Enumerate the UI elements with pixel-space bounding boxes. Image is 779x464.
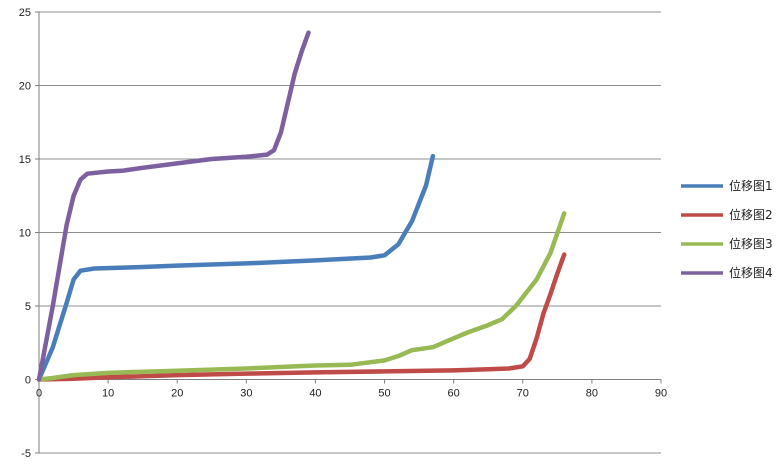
x-tick-label: 90 — [655, 388, 667, 400]
series-line-4 — [36, 30, 311, 382]
legend-label-3: 位移图3 — [729, 236, 773, 251]
x-tick-label: 50 — [378, 388, 390, 400]
x-tick-label: 80 — [586, 388, 598, 400]
y-tick-label: 15 — [19, 154, 31, 166]
series-line-1 — [36, 153, 436, 382]
legend-label-4: 位移图4 — [729, 265, 773, 280]
series-lines — [36, 30, 567, 382]
x-tick-label: 0 — [36, 388, 42, 400]
tick-labels: -5 0 5 10 15 20 25 0 10 20 30 40 50 60 70 80 90 — [19, 7, 667, 460]
y-tick-label: 10 — [19, 228, 31, 240]
legend-label-1: 位移图1 — [729, 178, 773, 193]
legend-label-2: 位移图2 — [729, 207, 773, 222]
x-tick-label: 60 — [448, 388, 460, 400]
series-line-2 — [36, 252, 567, 382]
y-tick-label: 0 — [25, 375, 31, 387]
y-tick-label: 5 — [25, 301, 31, 313]
y-tick-label: 20 — [19, 81, 31, 93]
gridlines — [39, 11, 661, 454]
x-tick-label: 10 — [102, 388, 114, 400]
x-tick-label: 40 — [309, 388, 321, 400]
x-tick-label: 20 — [171, 388, 183, 400]
legend: 位移图1 位移图2 位移图3 位移图4 — [681, 178, 773, 280]
x-tick-label: 70 — [517, 388, 529, 400]
y-tick-label: -5 — [21, 448, 31, 460]
y-tick-label: 25 — [19, 7, 31, 19]
series-line-3 — [36, 211, 567, 382]
x-tick-label: 30 — [240, 388, 252, 400]
